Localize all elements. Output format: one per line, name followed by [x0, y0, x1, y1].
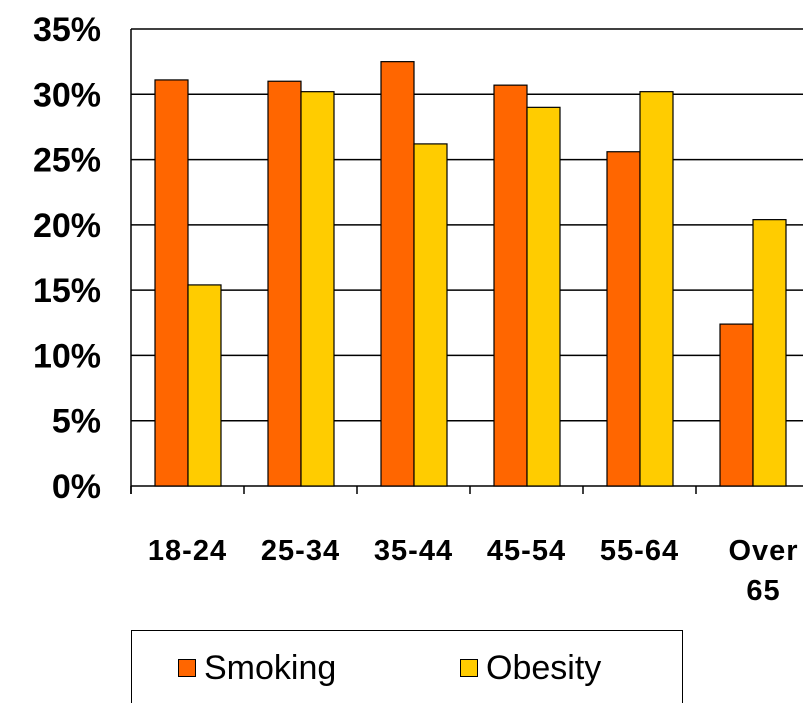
y-tick-label: 15% — [33, 272, 101, 310]
bar-obesity-45-54 — [526, 106, 561, 487]
bar-obesity-18-24 — [187, 284, 222, 487]
legend-item-obesity: Obesity — [460, 651, 601, 685]
bar-obesity-35-44 — [413, 143, 448, 487]
y-tick-label: 20% — [33, 207, 101, 245]
legend-item-smoking: Smoking — [178, 651, 336, 685]
x-tick-label: 18-24 — [148, 535, 227, 567]
x-tick-label: 55-64 — [600, 535, 679, 567]
bar-obesity-over-65 — [752, 219, 787, 487]
bar-obesity-55-64 — [639, 91, 674, 487]
x-tick-label: 45-54 — [487, 535, 566, 567]
legend-swatch-smoking — [178, 659, 196, 677]
y-tick-label: 35% — [33, 11, 101, 49]
bar-smoking-55-64 — [606, 151, 641, 487]
legend-swatch-obesity — [460, 659, 478, 677]
y-tick-label: 5% — [52, 403, 101, 441]
legend-label-smoking: Smoking — [204, 649, 337, 687]
bar-smoking-25-34 — [267, 80, 302, 487]
x-tick-label: 25-34 — [261, 535, 340, 567]
bar-smoking-over-65 — [719, 323, 754, 487]
x-tick-label: 35-44 — [374, 535, 453, 567]
x-tick-label: 65 — [746, 575, 780, 607]
legend-label-obesity: Obesity — [486, 649, 602, 687]
bar-obesity-25-34 — [300, 91, 335, 487]
y-tick-label: 0% — [52, 468, 101, 506]
legend: Smoking Obesity — [131, 630, 683, 703]
y-tick-label: 30% — [33, 76, 101, 114]
bar-smoking-18-24 — [154, 79, 189, 487]
bar-smoking-35-44 — [380, 61, 415, 487]
y-tick-label: 10% — [33, 337, 101, 375]
bar-smoking-45-54 — [493, 84, 528, 487]
x-tick-label: Over — [728, 535, 798, 567]
y-tick-label: 25% — [33, 142, 101, 180]
